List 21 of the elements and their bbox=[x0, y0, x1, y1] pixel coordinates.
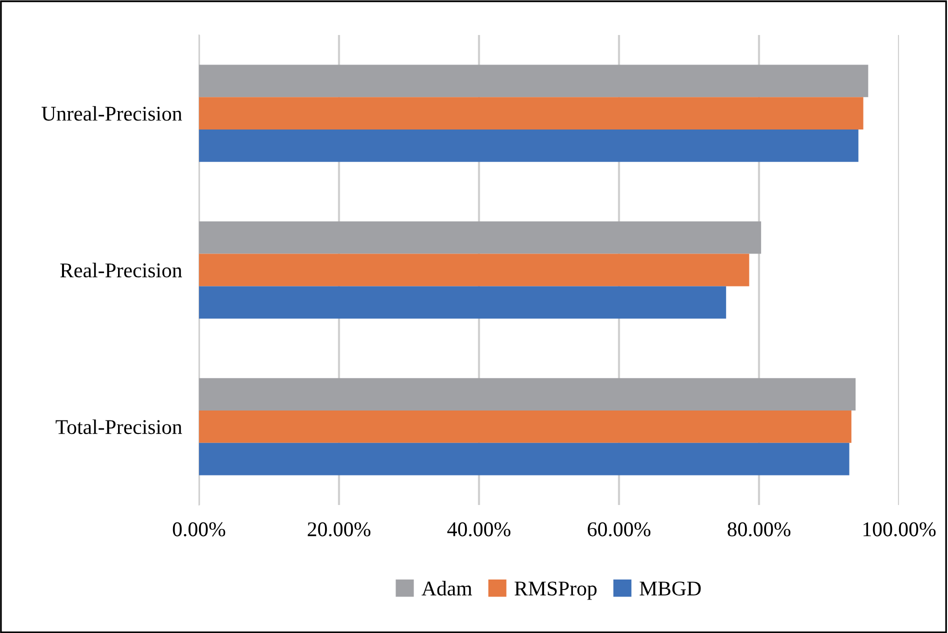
x-tick-label: 40.00% bbox=[447, 522, 510, 536]
bar bbox=[199, 378, 856, 410]
bar bbox=[199, 254, 750, 286]
x-tick-label: 100.00% bbox=[864, 522, 936, 536]
bar bbox=[199, 442, 850, 476]
x-tick-label: 20.00% bbox=[308, 522, 370, 536]
bar bbox=[199, 64, 868, 98]
y-tick-label: Unreal-Precision bbox=[42, 106, 182, 121]
x-tick-label: 60.00% bbox=[588, 522, 650, 536]
legend-label: Adam bbox=[422, 580, 472, 596]
x-tick-label: 80.00% bbox=[728, 522, 790, 536]
bar bbox=[199, 97, 864, 130]
legend-label: RMSProp bbox=[514, 582, 597, 600]
bar bbox=[199, 221, 762, 254]
y-tick-label: Total-Precision bbox=[56, 419, 182, 434]
bar bbox=[199, 410, 852, 443]
legend-label: MBGD bbox=[640, 582, 701, 596]
x-tick-label: 0.00% bbox=[172, 522, 226, 536]
bar bbox=[199, 130, 858, 162]
y-tick-label: Real-Precision bbox=[60, 262, 182, 278]
bar bbox=[199, 286, 726, 319]
